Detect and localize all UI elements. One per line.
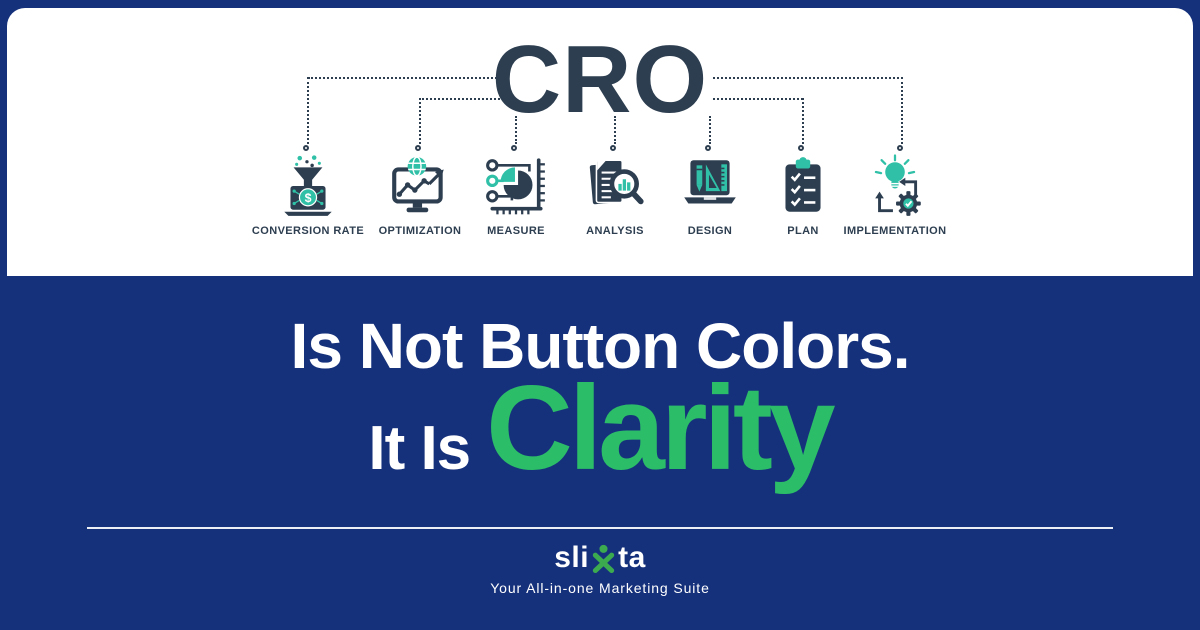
laptop-pencil-ruler-icon — [684, 160, 736, 204]
connector-drop-measure — [515, 116, 517, 144]
connector-outer-left-h — [308, 77, 500, 79]
icon-label: MEASURE — [487, 225, 545, 237]
diagram-item-plan: PLAN — [738, 154, 868, 237]
diagram-item-measure: MEASURE — [451, 154, 581, 237]
icon-label: PLAN — [787, 225, 819, 237]
diagram-item-conversion-rate: $ CONVERSION RATE — [243, 154, 373, 237]
connector-outer-right-h — [713, 77, 903, 79]
monitor-growth-chart-globe-icon — [392, 156, 444, 213]
brand-tagline: Your All-in-one Marketing Suite — [490, 580, 710, 596]
connector-inner-left-h — [419, 98, 500, 100]
brand-logo: sli ta — [0, 541, 1200, 575]
diagram-item-design: DESIGN — [645, 154, 775, 237]
funnel-laptop-dollar-icon: $ — [284, 155, 332, 216]
connector-ring — [511, 145, 517, 151]
lightbulb-gear-cycle-icon — [874, 154, 921, 216]
connector-drop-analysis — [614, 116, 616, 144]
brand-text-prefix: sli — [554, 541, 590, 574]
connector-ring — [303, 145, 309, 151]
diagram-item-analysis: ANALYSIS — [550, 154, 680, 237]
document-magnifier-chart-icon — [589, 159, 644, 205]
pie-chart-axes-icon — [486, 158, 545, 215]
icon-label: OPTIMIZATION — [378, 225, 462, 237]
connector-ring — [415, 145, 421, 151]
icon-label: CONVERSION RATE — [251, 225, 365, 237]
connector-inner-right-v — [802, 98, 804, 144]
headline-highlight: Clarity — [486, 361, 835, 495]
diagram-item-optimization: OPTIMIZATION — [355, 154, 485, 237]
connector-ring — [610, 145, 616, 151]
diagram-title: CRO — [491, 26, 709, 133]
connector-inner-left-v — [419, 98, 421, 144]
cro-diagram-panel: CRO — [7, 8, 1193, 276]
person-x-icon — [592, 544, 615, 573]
connector-ring — [798, 145, 804, 151]
connector-drop-design — [709, 116, 711, 144]
headline-line2: It Is Clarity — [0, 368, 1200, 488]
headline-line1: Is Not Button Colors. — [290, 310, 911, 382]
connector-outer-left-v — [307, 77, 309, 144]
diagram-item-implementation: IMPLEMENTATION — [830, 154, 960, 237]
icon-label: ANALYSIS — [586, 225, 644, 237]
dollar-glyph: $ — [305, 191, 312, 205]
headline-line2-prefix: It Is — [368, 414, 471, 483]
brand-text-suffix: ta — [618, 541, 646, 574]
connector-ring — [897, 145, 903, 151]
connector-ring — [705, 145, 711, 151]
icon-label: DESIGN — [687, 225, 733, 237]
icon-label: IMPLEMENTATION — [843, 225, 947, 237]
divider-line — [87, 527, 1113, 529]
clipboard-checklist-icon — [785, 157, 821, 212]
connector-inner-right-h — [713, 98, 803, 100]
connector-outer-right-v — [901, 77, 903, 144]
